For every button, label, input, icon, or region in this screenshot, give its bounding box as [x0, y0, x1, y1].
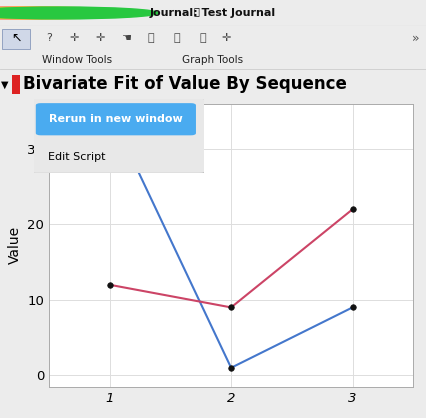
- FancyBboxPatch shape: [31, 100, 208, 176]
- Text: Window Tools: Window Tools: [42, 55, 112, 65]
- Bar: [12, 75, 20, 94]
- Y-axis label: Value: Value: [8, 226, 22, 264]
- Text: ?: ?: [46, 33, 52, 43]
- Text: 🔍: 🔍: [199, 33, 206, 43]
- Text: Edit Script: Edit Script: [48, 152, 105, 161]
- Text: ⬛: ⬛: [148, 33, 155, 43]
- FancyBboxPatch shape: [29, 98, 206, 173]
- Text: Bivariate Fit of Value By Sequence: Bivariate Fit of Value By Sequence: [23, 75, 347, 94]
- Text: Graph Tools: Graph Tools: [182, 55, 244, 65]
- Text: ✛: ✛: [95, 33, 105, 43]
- Text: ✛: ✛: [221, 33, 230, 43]
- Text: ⌒: ⌒: [173, 33, 180, 43]
- Circle shape: [0, 7, 158, 19]
- Text: »: »: [412, 32, 419, 45]
- Text: ☚: ☚: [121, 33, 131, 43]
- Text: ↖: ↖: [11, 32, 21, 45]
- Text: 🗒: 🗒: [193, 7, 199, 17]
- Circle shape: [0, 7, 136, 19]
- Text: ▼: ▼: [1, 79, 9, 89]
- Text: Rerun in new window: Rerun in new window: [49, 114, 183, 124]
- Bar: [2, 28, 30, 49]
- Text: Journal: Test Journal: Journal: Test Journal: [150, 8, 276, 18]
- FancyBboxPatch shape: [36, 103, 196, 135]
- Text: ✛: ✛: [70, 33, 79, 43]
- Circle shape: [0, 7, 114, 19]
